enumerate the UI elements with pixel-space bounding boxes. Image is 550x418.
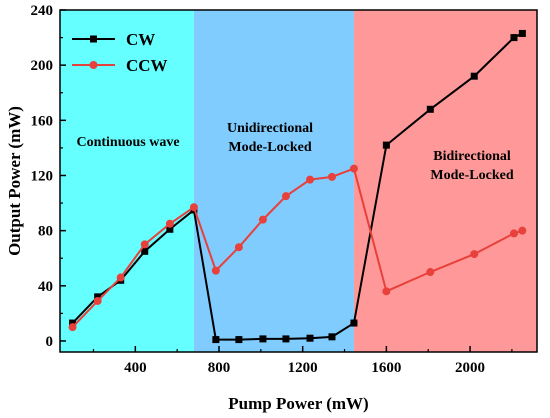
- data-point-ccw: [234, 243, 243, 252]
- data-point-cw: [69, 319, 77, 327]
- regions-layer: [60, 10, 537, 352]
- data-point-cw: [350, 319, 358, 327]
- y-tick-label: 160: [31, 113, 54, 129]
- region-label-line: Continuous wave: [76, 135, 179, 150]
- data-point-cw: [328, 333, 336, 341]
- y-tick-label: 120: [31, 168, 54, 184]
- series-line-ccw: [71, 167, 523, 328]
- region-band-2: [353, 10, 537, 352]
- y-axis-title: Output Power (mW): [5, 106, 24, 256]
- region-label-2: Bidirectional Mode-Locked: [430, 149, 513, 183]
- region-label-line: Unidirectional: [227, 121, 313, 136]
- y-tick-label: 40: [38, 279, 53, 295]
- data-point-ccw: [470, 250, 479, 259]
- data-point-ccw: [140, 240, 149, 249]
- data-point-ccw: [327, 172, 336, 181]
- region-label-1: Unidirectional Mode-Locked: [227, 121, 313, 155]
- data-point-ccw: [165, 219, 174, 228]
- data-point-cw: [382, 141, 390, 149]
- data-point-ccw: [116, 273, 125, 282]
- data-point-cw: [282, 335, 290, 343]
- data-point-cw: [235, 336, 243, 344]
- data-point-ccw: [349, 164, 358, 173]
- data-point-cw: [94, 293, 102, 301]
- data-point-ccw: [382, 287, 391, 296]
- x-tick-label: 1200: [288, 360, 318, 376]
- data-point-cw: [212, 336, 220, 344]
- data-point-ccw: [306, 175, 315, 184]
- region-labels-layer: Continuous wave Unidirectional Mode-Locked…: [76, 121, 513, 183]
- region-band-1: [193, 10, 354, 352]
- series-layer: [68, 29, 527, 344]
- data-point-cw: [259, 335, 267, 343]
- y-tick-label: 200: [31, 58, 54, 74]
- data-point-cw: [470, 72, 478, 80]
- data-point-ccw: [518, 226, 527, 235]
- data-point-ccw: [281, 192, 290, 201]
- y-tick-label: 240: [31, 3, 54, 19]
- data-point-ccw: [189, 203, 198, 212]
- legend-marker-ccw: [89, 61, 98, 69]
- region-label-line: Bidirectional: [433, 149, 511, 164]
- data-point-ccw: [68, 323, 77, 332]
- data-point-ccw: [509, 229, 518, 238]
- data-point-cw: [306, 334, 314, 342]
- region-band-0: [60, 10, 194, 352]
- data-point-ccw: [258, 215, 267, 224]
- data-point-ccw: [93, 296, 102, 305]
- data-point-cw: [426, 105, 434, 113]
- legend: CW CCW: [72, 30, 168, 75]
- data-point-cw: [510, 34, 518, 42]
- data-point-ccw: [426, 268, 435, 277]
- data-point-cw: [141, 247, 149, 255]
- x-axis-title: Pump Power (mW): [228, 394, 368, 413]
- region-label-line: Mode-Locked: [430, 168, 513, 183]
- y-tick-label: 80: [38, 224, 53, 240]
- region-label-0: Continuous wave: [76, 135, 179, 150]
- y-tick-label: 0: [46, 334, 54, 350]
- x-tick-label: 400: [124, 360, 147, 376]
- data-point-cw: [166, 225, 174, 233]
- plot-frame: [59, 9, 538, 353]
- ticks-layer: 400 800 1200 1600 2000 0 40 80 120 160 200 240: [31, 3, 513, 376]
- legend-label-ccw: CCW: [126, 56, 168, 75]
- x-tick-label: 2000: [455, 360, 485, 376]
- x-tick-label: 1600: [371, 360, 401, 376]
- data-point-ccw: [211, 266, 220, 275]
- x-tick-label: 800: [208, 360, 231, 376]
- legend-label-cw: CW: [126, 30, 155, 49]
- data-point-cw: [518, 29, 526, 37]
- legend-marker-cw: [90, 35, 97, 43]
- series-line-cw: [71, 32, 523, 341]
- region-label-line: Mode-Locked: [228, 140, 311, 155]
